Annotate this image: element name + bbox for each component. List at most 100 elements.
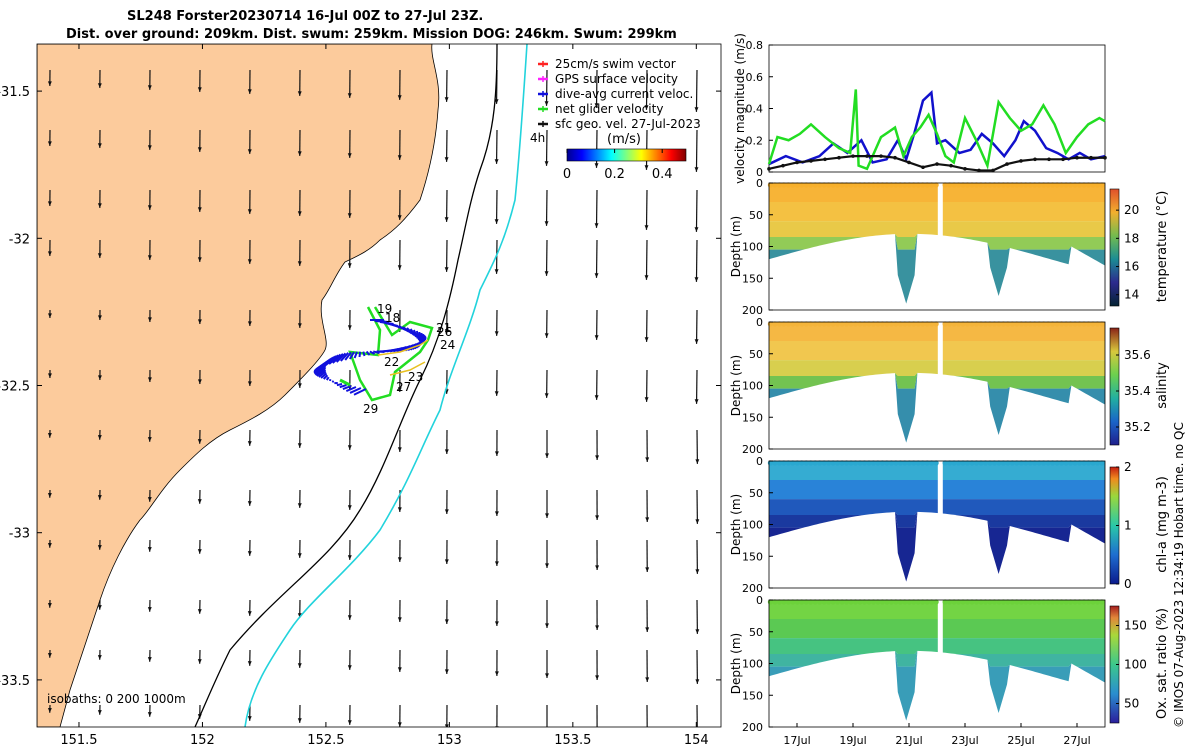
- surface-sample: [830, 321, 836, 327]
- surface-sample: [843, 599, 850, 605]
- speed-colorbar-tick: 0: [563, 167, 571, 182]
- surface-sample: [960, 321, 966, 327]
- surface-sample: [929, 460, 935, 466]
- section-layer: [769, 650, 1105, 667]
- surface-sample: [826, 599, 832, 605]
- surface-sample: [982, 460, 989, 466]
- surface-sample: [920, 321, 926, 327]
- sfc-geo-arrowhead: [197, 659, 202, 664]
- sfc-geo-point: [907, 160, 911, 165]
- sfc-geo-arrowhead: [695, 519, 700, 524]
- dive-avg-current-vector: [316, 368, 327, 377]
- track-day-label: 23: [408, 370, 423, 384]
- sfc-geo-arrowhead: [545, 563, 549, 568]
- surface-sample: [1018, 460, 1024, 466]
- surface-sample: [1099, 182, 1105, 188]
- surface-sample: [875, 599, 881, 605]
- sfc-geo-arrowhead: [297, 323, 302, 328]
- surface-sample: [879, 182, 886, 188]
- dive-avg-current-vector: [320, 372, 328, 379]
- surface-sample: [794, 460, 800, 466]
- dive-avg-current-vector: [325, 376, 330, 381]
- surface-sample: [996, 599, 1002, 605]
- dive-avg-current-vector: [362, 351, 366, 357]
- vel-y-tick: 0.8: [746, 39, 764, 52]
- surface-sample: [1054, 460, 1060, 466]
- surface-sample: [1027, 599, 1033, 605]
- speed-colorbar-tick: 0.2: [604, 167, 625, 182]
- title-line-1: SL248 Forster20230714 16-Jul 00Z to 27-J…: [127, 9, 484, 24]
- surface-sample: [1063, 460, 1069, 466]
- time-label: 4h: [530, 131, 545, 145]
- surface-sample: [947, 182, 953, 188]
- surface-sample: [902, 182, 908, 188]
- surface-sample: [1090, 321, 1096, 327]
- surface-sample: [799, 182, 805, 188]
- colorbar-tick: 100: [1124, 658, 1147, 672]
- surface-sample: [911, 321, 917, 327]
- sfc-geo-arrowhead: [397, 95, 402, 100]
- surface-sample: [870, 599, 877, 605]
- title-line-2: Dist. over ground: 209km. Dist. swum: 25…: [66, 27, 677, 42]
- dive-avg-current-vector: [409, 328, 417, 338]
- surface-sample: [915, 599, 921, 605]
- dive-avg-current-vector: [318, 370, 327, 378]
- surface-sample: [866, 460, 872, 466]
- surface-sample: [821, 599, 827, 605]
- sfc-geo-arrowhead: [97, 545, 102, 550]
- sfc-geo-arrowhead: [297, 503, 302, 508]
- sfc-geo-arrowhead: [297, 718, 302, 723]
- surface-sample: [1072, 321, 1078, 327]
- lon-tick-label: 151.5: [60, 733, 97, 748]
- sfc-geo-point: [865, 154, 869, 158]
- sfc-geo-arrowhead: [147, 547, 152, 552]
- surface-sample: [955, 460, 962, 466]
- isobath-200m: [194, 44, 498, 727]
- surface-sample: [843, 182, 850, 188]
- surface-sample: [776, 460, 782, 466]
- surface-sample: [875, 321, 881, 327]
- surface-sample: [942, 321, 948, 327]
- land: [37, 44, 440, 727]
- depth-tick: 200: [742, 443, 763, 456]
- surface-sample: [978, 460, 984, 466]
- surface-sample: [920, 182, 926, 188]
- sfc-geo-arrowhead: [347, 325, 352, 330]
- surface-sample: [933, 460, 939, 466]
- colorbar-salinity: [1109, 327, 1120, 446]
- surface-sample: [960, 460, 966, 466]
- surface-sample: [1081, 321, 1087, 327]
- surface-sample: [1090, 182, 1096, 188]
- sfc-geo-arrowhead: [97, 435, 102, 440]
- depth-tick: 0: [756, 455, 763, 468]
- sfc-geo-arrowhead: [147, 712, 152, 717]
- surface-sample: [857, 460, 863, 466]
- heatmap-panel-temperature: 0 50 100 150 200 Depth (m) 14 16 18 20 temperature…: [729, 177, 1170, 317]
- legend-label: 25cm/s swim vector: [555, 57, 676, 71]
- lon-tick-label: 153: [437, 733, 462, 748]
- surface-sample: [772, 321, 778, 327]
- lon-tick-label: 152.5: [307, 733, 344, 748]
- sfc-geo-arrowhead: [645, 457, 650, 462]
- dive-avg-current-vector: [342, 385, 352, 391]
- sfc-geo-arrowhead: [397, 387, 402, 392]
- sfc-geo-arrowhead: [147, 497, 152, 502]
- sfc-geo-point: [767, 167, 771, 171]
- sfc-geo-arrowhead: [494, 621, 499, 626]
- sfc-geo-arrowhead: [297, 553, 302, 558]
- sfc-geo-arrowhead: [644, 397, 649, 402]
- surface-sample: [1027, 460, 1033, 466]
- surface-sample: [1036, 460, 1042, 466]
- surface-sample: [987, 321, 993, 327]
- dive-avg-current-vector: [314, 365, 327, 375]
- surface-sample: [799, 460, 805, 466]
- depth-tick: 100: [742, 519, 763, 532]
- sfc-geo-arrowhead: [297, 443, 302, 448]
- colorbar-label: Ox. sat. ratio (%): [1155, 608, 1170, 719]
- surface-sample: [772, 599, 778, 605]
- surface-sample: [942, 599, 948, 605]
- time-tick-label: 27Jul: [1063, 734, 1090, 747]
- surface-sample: [888, 321, 894, 327]
- surface-sample: [830, 460, 836, 466]
